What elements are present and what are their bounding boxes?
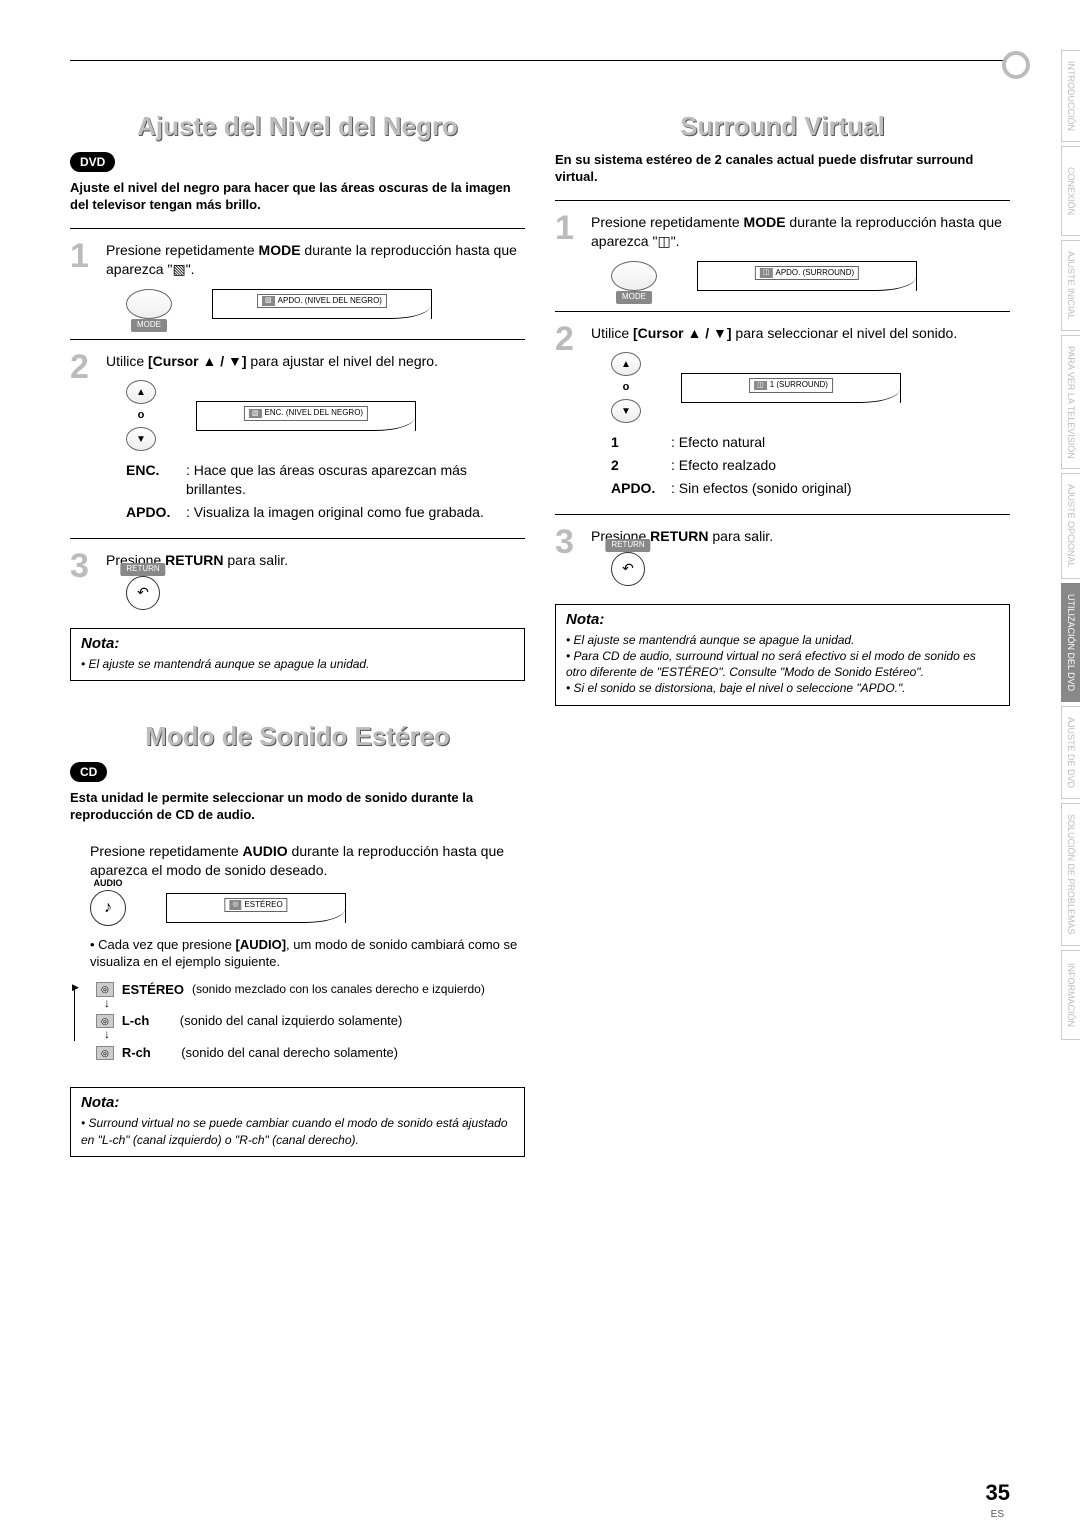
note-box-nivel-negro: Nota: El ajuste se mantendrá aunque se a… xyxy=(70,628,525,681)
note-item: Si el sonido se distorsiona, baje el niv… xyxy=(566,680,999,696)
return-button-icon: ↶RETURN xyxy=(611,552,645,586)
opt2-val: : Efecto realzado xyxy=(671,456,776,475)
audio-key: AUDIO xyxy=(243,843,288,859)
opt2-key: 2 xyxy=(611,456,663,475)
display-illustration: ◫1 (SURROUND) xyxy=(681,373,901,403)
note-title: Nota: xyxy=(81,635,514,652)
note-item: Para CD de audio, surround virtual no se… xyxy=(566,648,999,680)
cursor-buttons-icon: ▲o▼ xyxy=(126,380,156,451)
opt1-val: : Efecto natural xyxy=(671,433,765,452)
mode-button-icon: MODE xyxy=(126,289,172,319)
note-title: Nota: xyxy=(81,1094,514,1111)
note-box-surround: Nota: El ajuste se mantendrá aunque se a… xyxy=(555,604,1010,706)
display-text: APDO. (SURROUND) xyxy=(775,268,854,279)
display-illustration: ▧ENC. (NIVEL DEL NEGRO) xyxy=(196,401,416,431)
opt3-key: APDO. xyxy=(611,479,663,498)
step-2-left: 2 Utilice [Cursor ▲ / ▼] para ajustar el… xyxy=(70,339,525,528)
right-column: Surround Virtual En su sistema estéreo d… xyxy=(555,111,1010,1157)
mode-key: MODE xyxy=(259,242,301,258)
mode-key: MODE xyxy=(744,214,786,230)
lead-surround: En su sistema estéreo de 2 canales actua… xyxy=(555,152,1010,186)
step-1-right: 1 Presione repetidamente MODE durante la… xyxy=(555,200,1010,301)
step-2-right: 2 Utilice [Cursor ▲ / ▼] para selecciona… xyxy=(555,311,1010,504)
display-illustration: ▧APDO. (NIVEL DEL NEGRO) xyxy=(212,289,432,319)
opt3-val: : Sin efectos (sonido original) xyxy=(671,479,852,498)
step-3-left: 3 Presione RETURN para salir. ↶RETURN xyxy=(70,538,525,616)
note-item: El ajuste se mantendrá aunque se apague … xyxy=(81,656,514,672)
mode-lch: L-ch xyxy=(122,1012,149,1030)
text: Utilice xyxy=(106,353,148,369)
page-number: 35 xyxy=(986,1480,1010,1506)
step-3-right: 3 Presione RETURN para salir. ↶RETURN xyxy=(555,514,1010,592)
lead-nivel-negro: Ajuste el nivel del negro para hacer que… xyxy=(70,180,525,214)
text: para ajustar el nivel del negro. xyxy=(247,353,438,369)
cursor-buttons-icon: ▲o▼ xyxy=(611,352,641,423)
audio-button-icon: ♪AUDIO xyxy=(90,890,126,926)
step-1-left: 1 Presione repetidamente MODE durante la… xyxy=(70,228,525,329)
display-text: ESTÉREO xyxy=(244,900,282,911)
step-number: 2 xyxy=(70,352,96,528)
screen-icon: ▧ xyxy=(172,261,185,277)
cursor-key: [Cursor ▲ / ▼] xyxy=(633,325,732,341)
lead-sonido-estereo: Esta unidad le permite seleccionar un mo… xyxy=(70,790,525,824)
return-label: RETURN xyxy=(120,563,165,576)
note-title: Nota: xyxy=(566,611,999,628)
return-button-icon: ↶RETURN xyxy=(126,576,160,610)
text: Utilice xyxy=(591,325,633,341)
apdo-key: APDO. xyxy=(126,503,178,522)
step-number: 3 xyxy=(70,551,96,616)
text: Cada vez que presione xyxy=(98,937,235,952)
note-item: Surround virtual no se puede cambiar cua… xyxy=(81,1115,514,1147)
display-text: 1 (SURROUND) xyxy=(770,380,828,391)
mode-rch-desc: (sonido del canal derecho solamente) xyxy=(181,1044,398,1062)
step-number: 1 xyxy=(70,241,96,329)
text: Presione repetidamente xyxy=(106,242,259,258)
text: para salir. xyxy=(709,528,774,544)
top-rule xyxy=(70,60,1010,61)
return-key: RETURN xyxy=(650,528,708,544)
surround-icon: ◫ xyxy=(657,233,670,249)
text: ". xyxy=(186,261,195,277)
apdo-val: : Visualiza la imagen original como fue … xyxy=(186,503,484,522)
audio-bracket: [AUDIO] xyxy=(235,937,286,952)
text: Presione repetidamente xyxy=(90,843,243,859)
mode-label: MODE xyxy=(131,319,167,332)
display-illustration: ◫APDO. (SURROUND) xyxy=(697,261,917,291)
text: Presione repetidamente xyxy=(591,214,744,230)
enc-key: ENC. xyxy=(126,461,178,499)
title-surround: Surround Virtual xyxy=(555,111,1010,142)
display-text: APDO. (NIVEL DEL NEGRO) xyxy=(278,296,382,307)
sound-icon: ◎ xyxy=(96,1046,114,1060)
note-box-sonido: Nota: Surround virtual no se puede cambi… xyxy=(70,1087,525,1156)
step-audio: Presione repetidamente AUDIO durante la … xyxy=(70,838,525,1076)
mode-estereo-desc: (sonido mezclado con los canales derecho… xyxy=(192,981,485,997)
badge-dvd: DVD xyxy=(70,152,115,172)
loop-arrow-icon xyxy=(74,987,75,1042)
note-item: El ajuste se mantendrá aunque se apague … xyxy=(566,632,999,648)
mode-rch: R-ch xyxy=(122,1044,151,1062)
mode-label: MODE xyxy=(616,291,652,304)
opt1-key: 1 xyxy=(611,433,663,452)
mode-lch-desc: (sonido del canal izquierdo solamente) xyxy=(180,1012,403,1030)
display-text: ENC. (NIVEL DEL NEGRO) xyxy=(265,408,364,419)
page-lang: ES xyxy=(991,1509,1004,1520)
cursor-key: [Cursor ▲ / ▼] xyxy=(148,353,247,369)
text: para salir. xyxy=(224,552,289,568)
badge-cd: CD xyxy=(70,762,107,782)
display-illustration: ◎ESTÉREO xyxy=(166,893,346,923)
title-sonido-estereo: Modo de Sonido Estéreo xyxy=(70,721,525,752)
enc-val: : Hace que las áreas oscuras aparezcan m… xyxy=(186,461,525,499)
audio-label: AUDIO xyxy=(94,877,123,889)
return-key: RETURN xyxy=(165,552,223,568)
mode-estereo: ESTÉREO xyxy=(122,981,184,999)
return-label: RETURN xyxy=(605,539,650,552)
step-number: 2 xyxy=(555,324,581,504)
text: ". xyxy=(671,233,680,249)
step-number: 3 xyxy=(555,527,581,592)
left-column: Ajuste del Nivel del Negro DVD Ajuste el… xyxy=(70,111,525,1157)
mode-button-icon: MODE xyxy=(611,261,657,291)
step-number: 1 xyxy=(555,213,581,301)
text: para seleccionar el nivel del sonido. xyxy=(732,325,958,341)
title-nivel-negro: Ajuste del Nivel del Negro xyxy=(70,111,525,142)
